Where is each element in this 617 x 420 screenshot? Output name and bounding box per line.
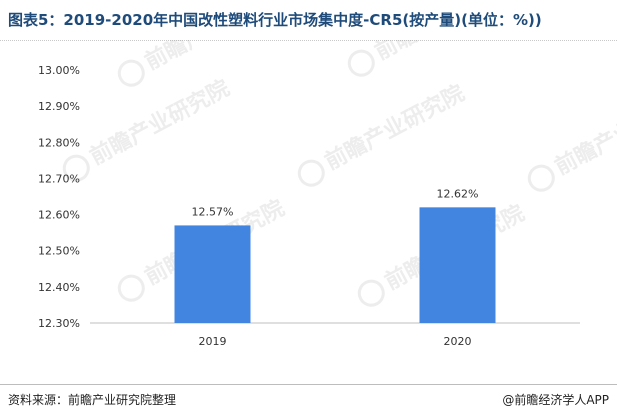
- watermark-logo: [117, 59, 145, 87]
- watermark-text: 前瞻产业研究院: [321, 80, 469, 175]
- data-label-2019: 12.57%: [192, 205, 234, 218]
- footer-divider: [0, 384, 617, 385]
- y-tick-label: 12.80%: [38, 136, 80, 149]
- watermark-text: 前瞻产业研究院: [371, 40, 519, 65]
- y-tick-label: 12.90%: [38, 100, 80, 113]
- source-note: 资料来源：前瞻产业研究院整理: [8, 393, 177, 407]
- data-label-2020: 12.62%: [437, 187, 479, 200]
- bar-2019: [174, 225, 251, 323]
- watermark-logo: [527, 164, 555, 192]
- watermark: 前瞻产业研究院: [117, 40, 289, 87]
- y-tick-label: 12.70%: [38, 172, 80, 185]
- watermark: 前瞻产业研究院: [347, 40, 519, 77]
- x-tick-label-2020: 2020: [444, 335, 472, 348]
- chart-title: 图表5：2019-2020年中国改性塑料行业市场集中度-CR5(按产量)(单位：…: [8, 11, 542, 29]
- watermark: 前瞻产业研究院: [527, 85, 617, 192]
- bar-2020: [419, 207, 496, 323]
- bar-chart: 前瞻产业研究院前瞻产业研究院前瞻产业研究院前瞻产业研究院前瞻产业研究院前瞻产业研…: [38, 40, 617, 348]
- watermark-logo: [117, 274, 145, 302]
- watermark: 前瞻产业研究院: [297, 80, 469, 187]
- y-tick-label: 12.50%: [38, 245, 80, 258]
- watermark: 前瞻产业研究院: [62, 75, 234, 182]
- watermark-logo: [357, 279, 385, 307]
- y-tick-label: 13.00%: [38, 64, 80, 77]
- watermark-text: 前瞻产业研究院: [141, 40, 289, 75]
- title-divider: [0, 40, 617, 41]
- watermark-text: 前瞻产业研究院: [86, 75, 234, 170]
- watermark-logo: [62, 154, 90, 182]
- watermark-logo: [347, 49, 375, 77]
- x-tick-label-2019: 2019: [199, 335, 227, 348]
- y-tick-label: 12.30%: [38, 317, 80, 330]
- y-tick-label: 12.60%: [38, 209, 80, 222]
- y-tick-label: 12.40%: [38, 281, 80, 294]
- watermark-text: 前瞻产业研究院: [551, 85, 617, 180]
- brand-note: @前瞻经济学人APP: [502, 393, 609, 407]
- watermark-logo: [297, 159, 325, 187]
